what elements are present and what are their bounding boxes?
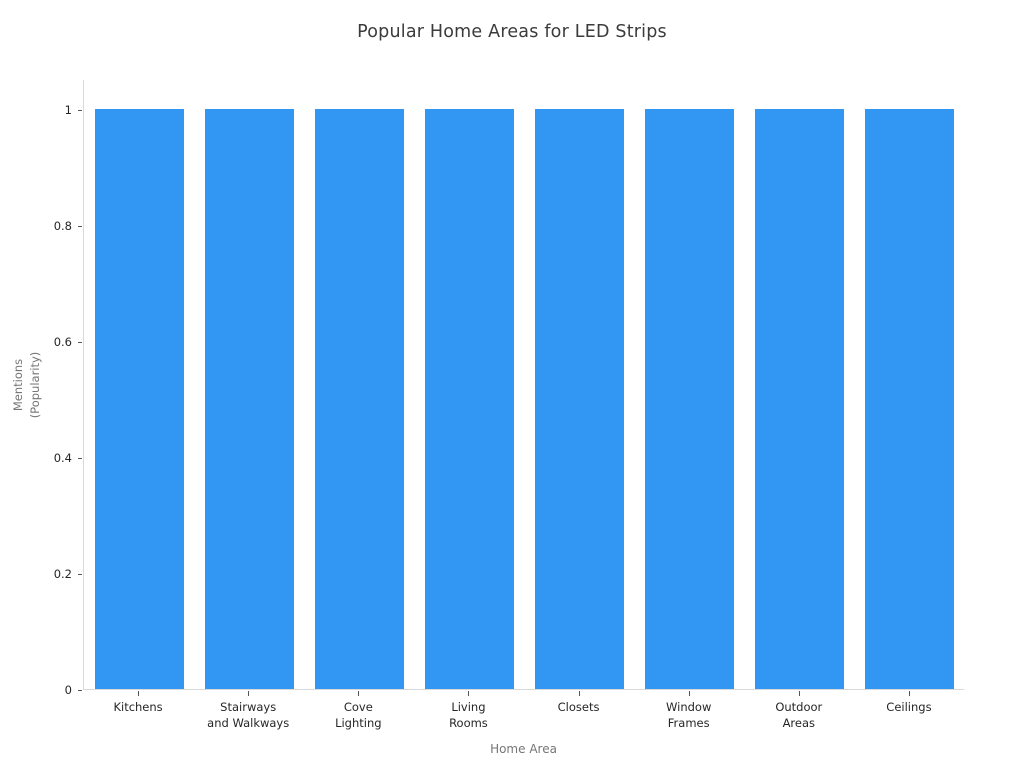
bar-stairways-and-walkways (204, 109, 294, 689)
bar-living-rooms (424, 109, 514, 689)
x-tick-mark (248, 691, 250, 696)
bar-closets (535, 109, 625, 689)
bar-cove-lighting (314, 109, 404, 689)
y-tick-label: 0.2 (53, 567, 72, 581)
chart-title: Popular Home Areas for LED Strips (357, 22, 667, 42)
x-tick-label: Closets (557, 700, 600, 714)
x-tick-label: Living Rooms (449, 700, 488, 730)
x-tick-mark (468, 691, 470, 696)
y-tick-mark (78, 690, 82, 691)
y-tick-label: 1 (64, 103, 72, 117)
x-tick-mark (688, 691, 690, 696)
y-tick-mark (78, 226, 82, 227)
y-tick-label: 0.8 (53, 219, 72, 233)
x-tick-label: Cove Lighting (335, 700, 382, 730)
x-tick-label: Kitchens (113, 700, 163, 714)
bar-outdoor-areas (755, 109, 845, 689)
y-axis-title: Mentions (Popularity) (11, 351, 42, 419)
y-tick-mark (78, 110, 82, 111)
y-tick-label: 0 (64, 683, 72, 697)
y-tick-label: 0.4 (53, 451, 72, 465)
x-tick-label: Ceilings (886, 700, 932, 714)
y-tick-label: 0.6 (53, 335, 72, 349)
x-axis-title: Home Area (490, 742, 557, 756)
bar-ceilings (865, 109, 955, 689)
x-tick-mark (578, 691, 580, 696)
x-tick-label: Outdoor Areas (775, 700, 823, 730)
x-tick-label: Stairways and Walkways (207, 700, 290, 730)
bar-kitchens (94, 109, 184, 689)
y-tick-mark (78, 458, 82, 459)
x-tick-mark (138, 691, 140, 696)
x-tick-mark (798, 691, 800, 696)
plot-area (83, 80, 964, 690)
x-tick-mark (908, 691, 910, 696)
y-tick-mark (78, 574, 82, 575)
x-tick-label: Window Frames (666, 700, 712, 730)
x-tick-mark (358, 691, 360, 696)
bar-window-frames (645, 109, 735, 689)
y-tick-mark (78, 342, 82, 343)
